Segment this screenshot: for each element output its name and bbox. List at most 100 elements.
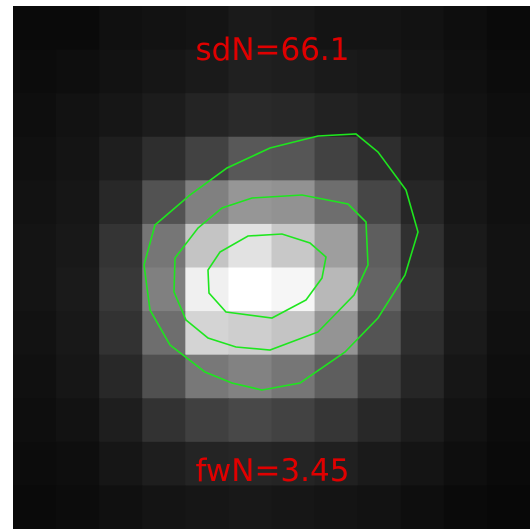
image-pixel: [99, 485, 143, 529]
image-pixel: [13, 485, 57, 529]
image-pixel: [185, 49, 230, 94]
image-pixel: [228, 398, 273, 443]
image-pixel: [56, 398, 100, 443]
image-pixel: [314, 93, 359, 138]
image-pixel: [443, 180, 488, 225]
image-pixel: [271, 223, 316, 269]
image-pixel: [142, 49, 186, 94]
image-pixel: [271, 485, 316, 529]
image-pixel: [357, 485, 402, 529]
image-pixel: [400, 354, 445, 399]
image-pixel: [56, 49, 100, 94]
image-pixel: [99, 267, 143, 312]
image-pixel: [13, 93, 57, 138]
image-pixel: [228, 6, 273, 51]
image-pixel: [314, 354, 359, 399]
image-pixel: [314, 485, 359, 529]
image-pixel: [357, 6, 402, 51]
image-pixel: [486, 49, 530, 94]
image-pixel: [357, 398, 402, 443]
image-pixel: [271, 311, 316, 356]
image-pixel: [185, 485, 230, 529]
image-pixel: [185, 136, 230, 181]
image-pixel: [142, 398, 186, 443]
image-pixel: [56, 311, 100, 356]
image-pixel: [185, 398, 230, 443]
image-pixel: [400, 6, 445, 51]
image-pixel: [443, 93, 488, 138]
image-pixel: [271, 441, 316, 487]
image-pixel: [314, 49, 359, 94]
image-pixel: [400, 180, 445, 225]
image-pixel: [357, 49, 402, 94]
image-pixel: [486, 354, 530, 399]
image-pixel: [228, 93, 273, 138]
contour-outer: [143, 133, 419, 391]
image-pixel: [56, 136, 100, 181]
image-pixel: [486, 6, 530, 51]
image-pixel: [314, 223, 359, 269]
image-pixel: [99, 354, 143, 399]
image-pixel: [314, 136, 359, 181]
image-pixel: [443, 354, 488, 399]
image-pixel: [185, 441, 230, 487]
image-pixel: [357, 441, 402, 487]
image-pixel: [486, 441, 530, 487]
image-pixel: [400, 49, 445, 94]
image-pixel: [228, 267, 273, 312]
image-pixel: [400, 398, 445, 443]
image-pixel: [142, 485, 186, 529]
image-pixel: [99, 93, 143, 138]
image-pixel: [13, 49, 57, 94]
image-pixel: [13, 441, 57, 487]
image-pixel: [99, 6, 143, 51]
image-pixel: [142, 93, 186, 138]
pixel-grid: [13, 6, 530, 529]
image-pixel: [13, 180, 57, 225]
image-pixel: [400, 267, 445, 312]
image-pixel: [486, 267, 530, 312]
image-pixel: [400, 441, 445, 487]
image-pixel: [99, 311, 143, 356]
image-pixel: [400, 93, 445, 138]
image-pixel: [443, 485, 488, 529]
image-pixel: [99, 136, 143, 181]
image-pixel: [486, 398, 530, 443]
image-pixel: [13, 398, 57, 443]
image-pixel: [271, 136, 316, 181]
image-pixel: [56, 180, 100, 225]
image-pixel: [357, 93, 402, 138]
image-pixel: [56, 441, 100, 487]
image-pixel: [486, 485, 530, 529]
image-pixel: [314, 441, 359, 487]
contour-inner: [207, 233, 327, 319]
image-pixel: [185, 6, 230, 51]
image-pixel: [99, 441, 143, 487]
image-pixel: [357, 311, 402, 356]
image-pixel: [443, 267, 488, 312]
image-pixel: [486, 180, 530, 225]
image-pixel: [400, 136, 445, 181]
image-pixel: [271, 49, 316, 94]
image-pixel: [99, 398, 143, 443]
image-pixel: [443, 49, 488, 94]
image-pixel: [400, 223, 445, 269]
image-pixel: [228, 49, 273, 94]
image-pixel: [400, 485, 445, 529]
image-pixel: [56, 223, 100, 269]
image-pixel: [13, 311, 57, 356]
image-pixel: [56, 485, 100, 529]
image-pixel: [443, 441, 488, 487]
image-pixel: [271, 267, 316, 312]
image-pixel: [486, 311, 530, 356]
image-pixel: [56, 354, 100, 399]
image-pixel: [142, 136, 186, 181]
image-pixel: [443, 6, 488, 51]
image-pixel: [56, 267, 100, 312]
image-pixel: [443, 311, 488, 356]
image-pixel: [357, 223, 402, 269]
contour-middle: [173, 194, 369, 351]
sd-label: sdN=66.1: [195, 32, 350, 68]
image-pixel: [443, 223, 488, 269]
